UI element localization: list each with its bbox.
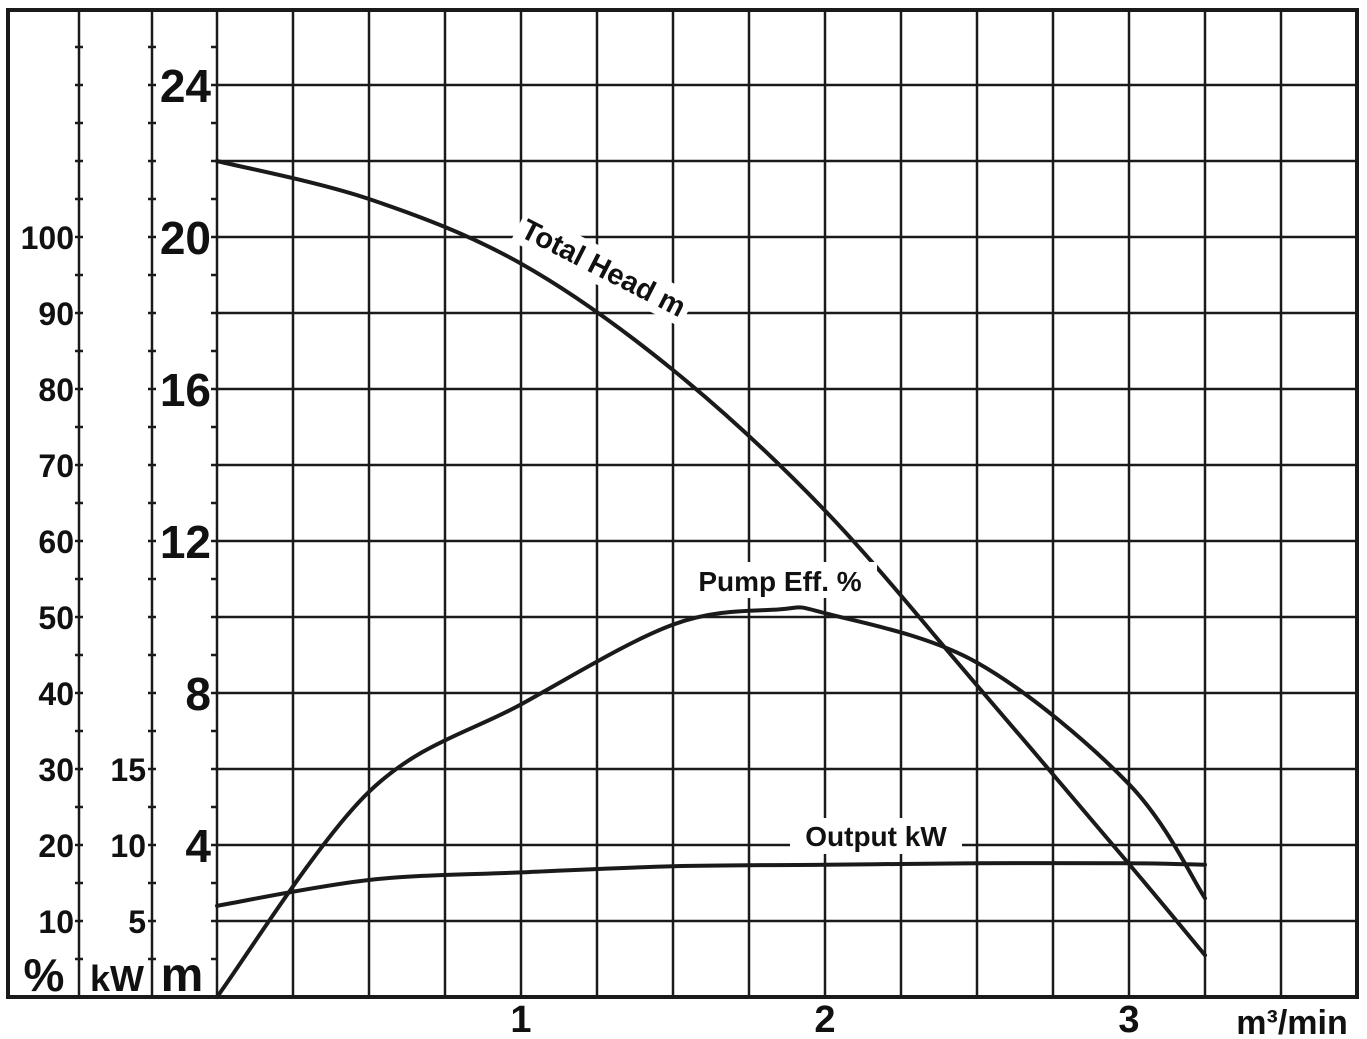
label-background: [510, 208, 697, 328]
pump-efficiency-label: Pump Eff. %: [698, 566, 861, 597]
efficiency-tick-label: 60: [38, 524, 74, 560]
head-tick-label: 24: [160, 60, 212, 112]
head-tick-label: 16: [160, 364, 211, 416]
power-tick-label: 15: [110, 752, 146, 788]
power-tick-label: 10: [110, 828, 146, 864]
x-tick-label: 1: [510, 999, 531, 1039]
power-tick-label: 5: [128, 904, 146, 940]
efficiency-tick-label: 10: [38, 904, 74, 940]
chart-frame: [6, 8, 1359, 999]
total-head-label: Total Head m: [516, 214, 691, 324]
head-tick-label: 12: [160, 516, 211, 568]
output-power-label: Output kW: [805, 821, 947, 852]
grid: [6, 8, 1359, 999]
efficiency-tick-label: 30: [38, 752, 74, 788]
head-tick-label: 4: [185, 820, 211, 872]
curve-labels: Total Head m Pump Eff. % Output kW: [510, 208, 962, 854]
power-unit-label: kW: [90, 958, 144, 999]
label-background: [790, 818, 962, 854]
head-tick-label: 20: [160, 212, 211, 264]
efficiency-tick-label: 70: [38, 448, 74, 484]
efficiency-tick-label: 80: [38, 372, 74, 408]
output-power-curve: [215, 861, 1207, 908]
total-head-curve: [215, 159, 1207, 958]
efficiency-tick-label: 20: [38, 828, 74, 864]
x-tick-label: 3: [1118, 999, 1139, 1039]
pump-efficiency-curve: [215, 605, 1207, 999]
efficiency-tick-label: 100: [21, 220, 74, 256]
head-tick-label: 8: [185, 668, 211, 720]
head-unit-label: m: [161, 949, 204, 1002]
total-head-label-group: Total Head m: [510, 208, 697, 328]
efficiency-tick-label: 40: [38, 676, 74, 712]
label-background: [683, 562, 877, 598]
efficiency-tick-label: 50: [38, 600, 74, 636]
x-unit-label: m³/min: [1236, 1004, 1347, 1039]
efficiency-unit-label: %: [24, 949, 65, 1001]
efficiency-tick-label: 90: [38, 296, 74, 332]
curves: [215, 159, 1207, 999]
x-tick-label: 2: [814, 999, 835, 1039]
